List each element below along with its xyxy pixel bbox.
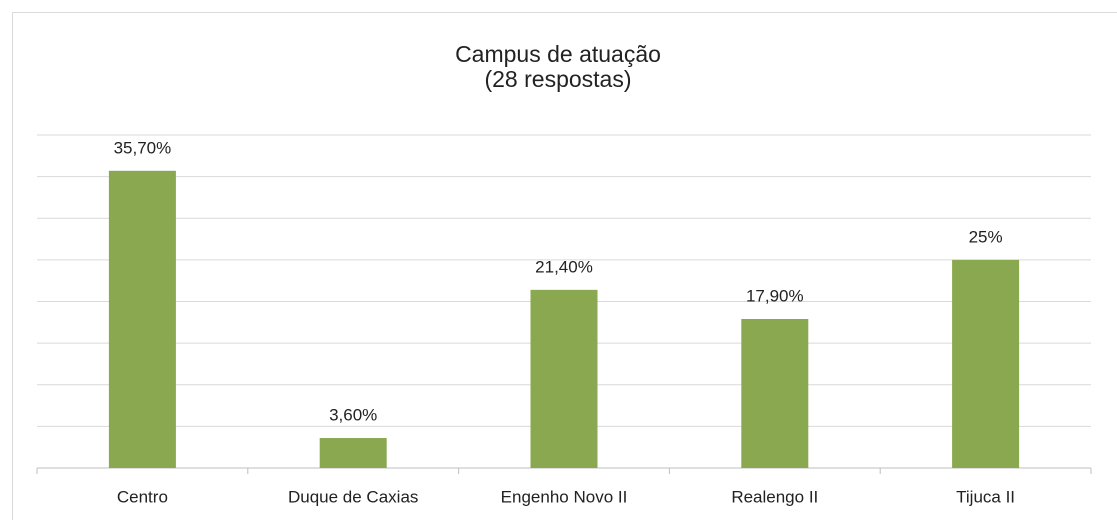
data-label: 21,40% (535, 257, 593, 276)
data-label: 17,90% (746, 286, 804, 305)
x-tick-label: Tijuca II (956, 487, 1015, 506)
x-tick-label: Centro (117, 487, 168, 506)
x-tick-label: Duque de Caxias (288, 487, 418, 506)
chart-title: Campus de atuação (455, 41, 661, 67)
bar (741, 318, 809, 468)
bar (108, 170, 176, 469)
x-tick-label: Realengo II (731, 487, 818, 506)
bar (319, 438, 387, 468)
chart-subtitle: (28 respostas) (484, 66, 631, 92)
data-label: 35,70% (114, 138, 172, 157)
x-tick-label: Engenho Novo II (501, 487, 628, 506)
data-label: 3,60% (329, 406, 377, 425)
bar (530, 289, 598, 468)
data-label: 25% (969, 227, 1003, 246)
bar (952, 259, 1020, 468)
